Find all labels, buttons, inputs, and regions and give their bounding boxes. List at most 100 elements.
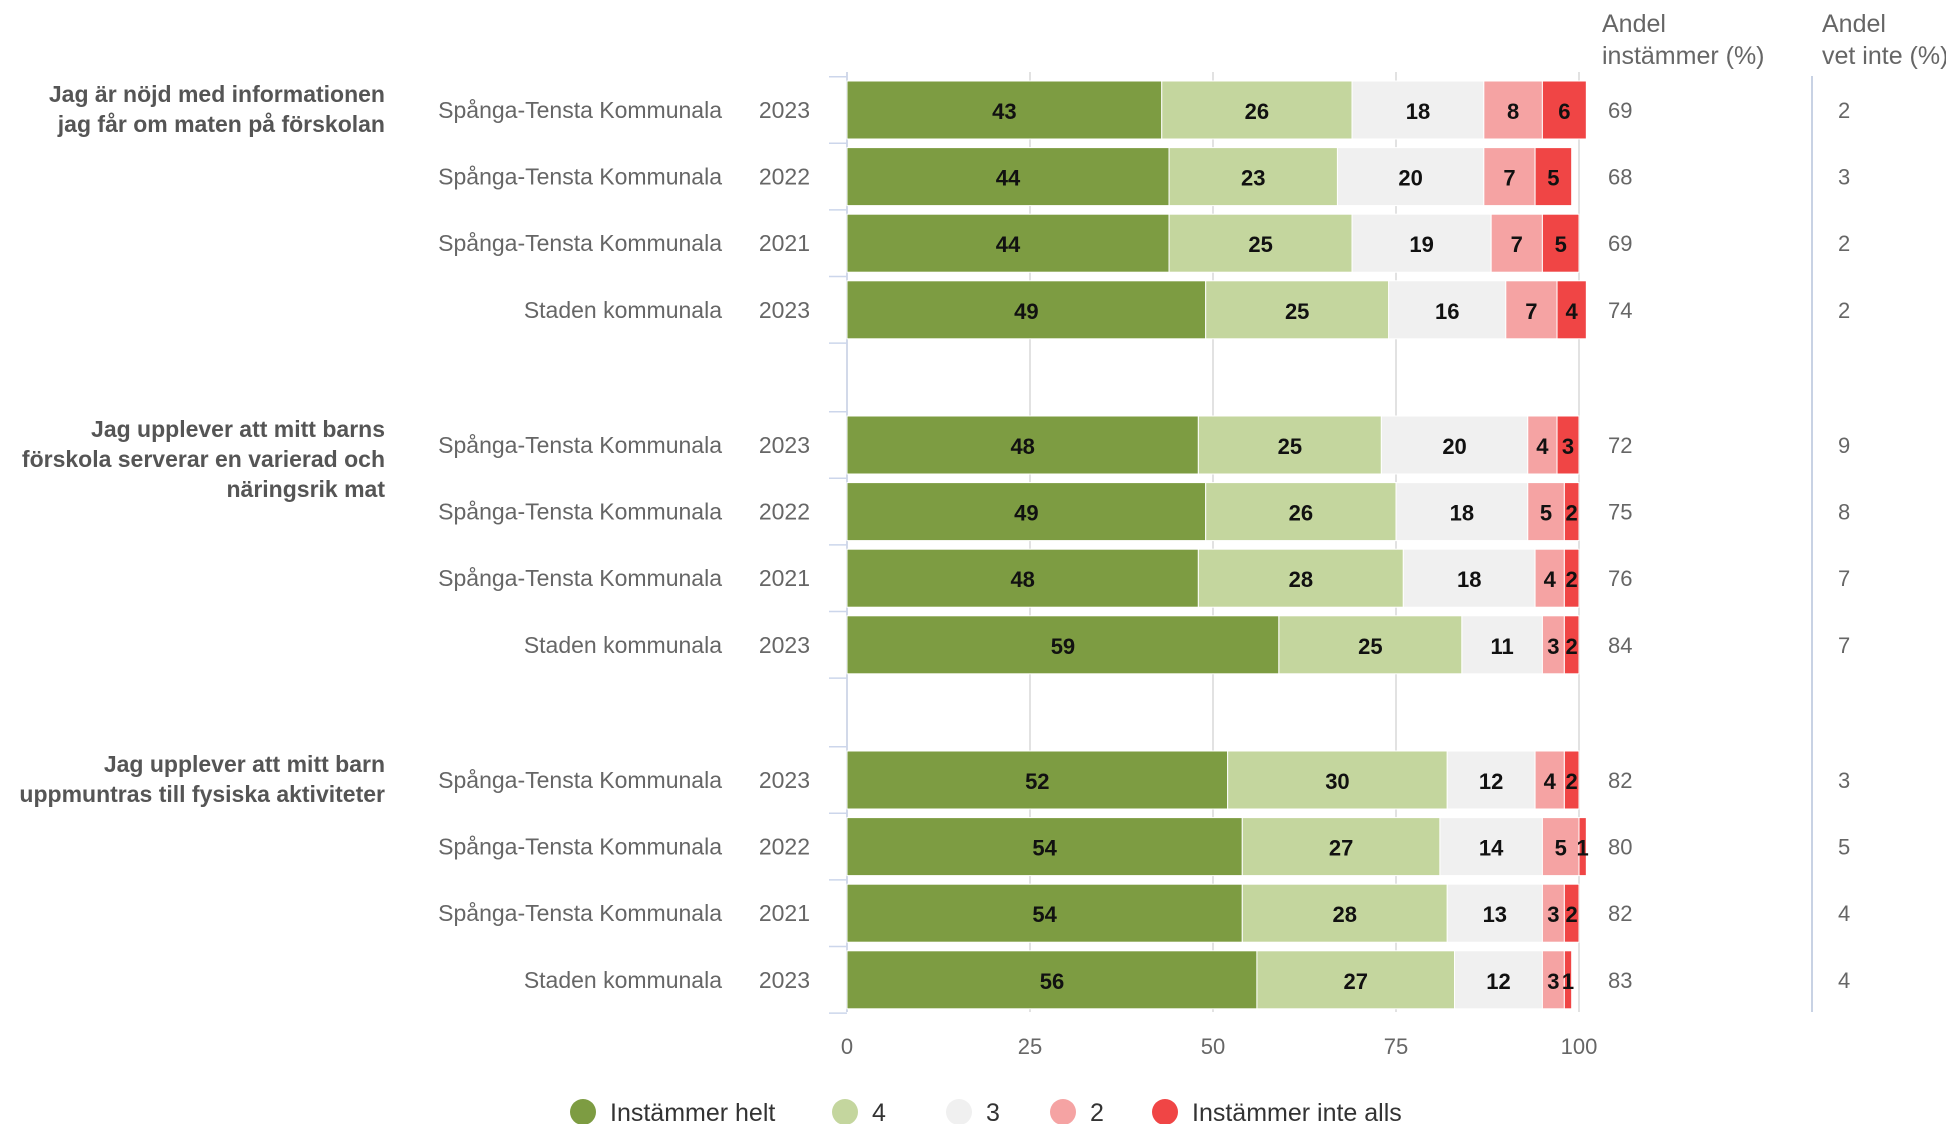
x-tick-label: 0 <box>841 1034 853 1059</box>
bar-segment <box>1483 80 1543 140</box>
data-label: 49 <box>1014 501 1038 526</box>
bar-segment <box>1563 548 1580 608</box>
bar-segment <box>1241 883 1448 943</box>
year-label: 2022 <box>759 499 810 525</box>
bar-segment <box>1336 147 1485 207</box>
bar-segment <box>1351 213 1492 273</box>
legend-label: Instämmer helt <box>610 1099 775 1124</box>
bar-segment <box>1388 280 1507 340</box>
dontknow-value: 2 <box>1838 231 1850 256</box>
data-label: 43 <box>992 99 1016 124</box>
data-label: 2 <box>1566 634 1578 659</box>
x-tick-label: 75 <box>1384 1034 1408 1059</box>
data-label: 23 <box>1241 166 1265 191</box>
bar-segment <box>1446 750 1536 810</box>
data-label: 25 <box>1285 299 1309 324</box>
data-label: 2 <box>1566 567 1578 592</box>
category-label: Spånga-Tensta Kommunala <box>438 565 722 591</box>
year-label: 2023 <box>759 432 810 458</box>
question-label: förskola serverar en varierad och <box>22 446 385 472</box>
bar-segment <box>846 147 1170 207</box>
data-label: 49 <box>1014 299 1038 324</box>
legend-label: 2 <box>1090 1099 1104 1124</box>
bar-segment <box>1541 80 1587 140</box>
data-label: 5 <box>1547 166 1559 191</box>
bar-segment <box>1168 147 1338 207</box>
bar-segment <box>1205 482 1397 542</box>
agree-value: 74 <box>1608 298 1632 323</box>
bar-segment <box>1168 213 1353 273</box>
data-label: 4 <box>1544 769 1557 794</box>
agree-value: 82 <box>1608 768 1632 793</box>
data-label: 1 <box>1562 969 1574 994</box>
data-label: 2 <box>1566 902 1578 927</box>
category-label: Spånga-Tensta Kommunala <box>438 767 722 793</box>
data-label: 5 <box>1555 836 1567 861</box>
dontknow-value: 7 <box>1838 633 1850 658</box>
agree-value: 80 <box>1608 835 1632 860</box>
data-label: 12 <box>1486 969 1510 994</box>
data-label: 56 <box>1040 969 1064 994</box>
agree-value: 76 <box>1608 566 1632 591</box>
data-label: 26 <box>1245 99 1269 124</box>
category-label: Staden kommunala <box>524 632 722 658</box>
data-label: 3 <box>1547 902 1559 927</box>
data-label: 52 <box>1025 769 1049 794</box>
bar-segment <box>1541 213 1580 273</box>
category-label: Spånga-Tensta Kommunala <box>438 834 722 860</box>
question-label: Jag upplever att mitt barns <box>91 416 385 442</box>
data-label: 30 <box>1325 769 1349 794</box>
legend-label: Instämmer inte alls <box>1192 1099 1402 1124</box>
data-label: 16 <box>1435 299 1459 324</box>
year-label: 2023 <box>759 297 810 323</box>
data-label: 3 <box>1547 634 1559 659</box>
bar-segment <box>1161 80 1353 140</box>
year-label: 2023 <box>759 632 810 658</box>
bar-segment <box>846 415 1199 475</box>
agree-value: 75 <box>1608 500 1632 525</box>
data-label: 2 <box>1566 501 1578 526</box>
data-label: 54 <box>1032 902 1057 927</box>
data-label: 20 <box>1442 434 1466 459</box>
bar-segment <box>1563 482 1580 542</box>
dontknow-value: 3 <box>1838 768 1850 793</box>
bar-segment <box>1461 615 1543 675</box>
year-label: 2023 <box>759 97 810 123</box>
data-label: 20 <box>1398 166 1422 191</box>
question-label: Jag är nöjd med informationen <box>49 81 385 107</box>
data-label: 13 <box>1483 902 1507 927</box>
data-label: 19 <box>1409 232 1433 257</box>
data-label: 54 <box>1032 836 1057 861</box>
data-label: 18 <box>1450 501 1474 526</box>
data-label: 7 <box>1525 299 1537 324</box>
bar-segment <box>1197 415 1382 475</box>
bar-segment <box>1256 950 1456 1010</box>
dontknow-value: 2 <box>1838 298 1850 323</box>
data-label: 44 <box>996 232 1021 257</box>
category-label: Spånga-Tensta Kommunala <box>438 164 722 190</box>
bar-segment <box>1439 817 1543 877</box>
bar-segment <box>1534 147 1573 207</box>
agree-value: 83 <box>1608 968 1632 993</box>
data-label: 7 <box>1503 166 1515 191</box>
bar-segment <box>846 80 1163 140</box>
x-tick-label: 50 <box>1201 1034 1225 1059</box>
data-label: 1 <box>1577 836 1589 861</box>
bar-segment <box>1197 548 1404 608</box>
year-label: 2021 <box>759 565 810 591</box>
dontknow-value: 4 <box>1838 901 1850 926</box>
year-label: 2021 <box>759 230 810 256</box>
agree-value: 69 <box>1608 98 1632 123</box>
bar-segment <box>846 950 1258 1010</box>
data-label: 26 <box>1289 501 1313 526</box>
data-label: 7 <box>1511 232 1523 257</box>
year-label: 2021 <box>759 900 810 926</box>
category-label: Staden kommunala <box>524 967 722 993</box>
data-label: 25 <box>1278 434 1302 459</box>
agree-value: 68 <box>1608 165 1632 190</box>
question-label: näringsrik mat <box>227 476 386 502</box>
dontknow-value: 5 <box>1838 835 1850 860</box>
x-tick-label: 100 <box>1561 1034 1598 1059</box>
category-label: Spånga-Tensta Kommunala <box>438 499 722 525</box>
